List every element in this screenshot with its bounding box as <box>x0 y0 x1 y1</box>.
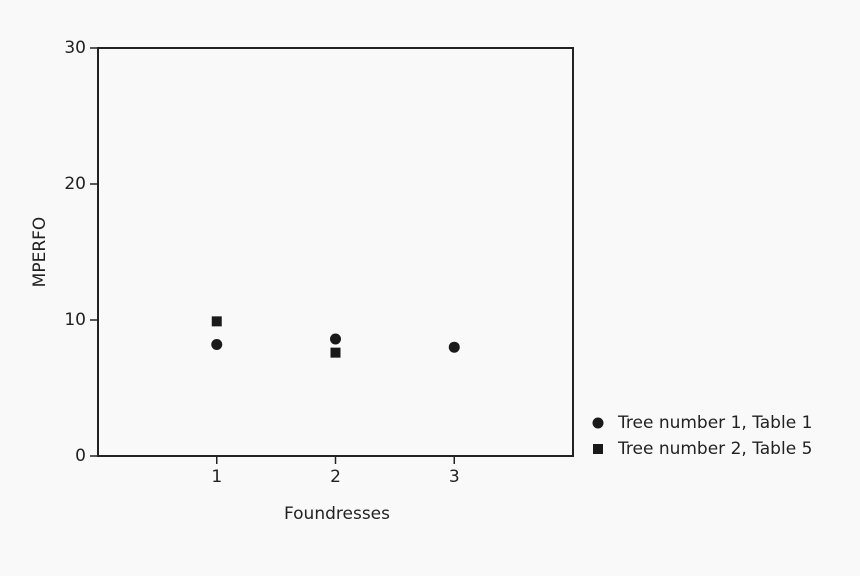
y-tick-label: 0 <box>75 446 86 466</box>
y-tick-label: 10 <box>64 310 86 330</box>
marker-circle <box>330 333 341 345</box>
marker-circle <box>211 338 223 350</box>
marker-square <box>330 347 341 358</box>
x-tick-label: 2 <box>330 467 341 487</box>
y-tick-label: 30 <box>64 38 86 58</box>
x-tick-label: 3 <box>449 467 460 487</box>
x-axis-label: Foundresses <box>284 504 390 524</box>
legend-label: Tree number 2, Table 5 <box>617 439 812 459</box>
legend-label: Tree number 1, Table 1 <box>617 413 812 433</box>
x-tick-label: 1 <box>211 467 222 487</box>
marker-square <box>211 316 222 327</box>
marker-circle <box>448 341 460 353</box>
marker-circle <box>592 417 604 429</box>
y-tick-label: 20 <box>64 174 86 194</box>
y-axis-label: MPERFO <box>30 217 50 288</box>
marker-square <box>593 444 603 454</box>
